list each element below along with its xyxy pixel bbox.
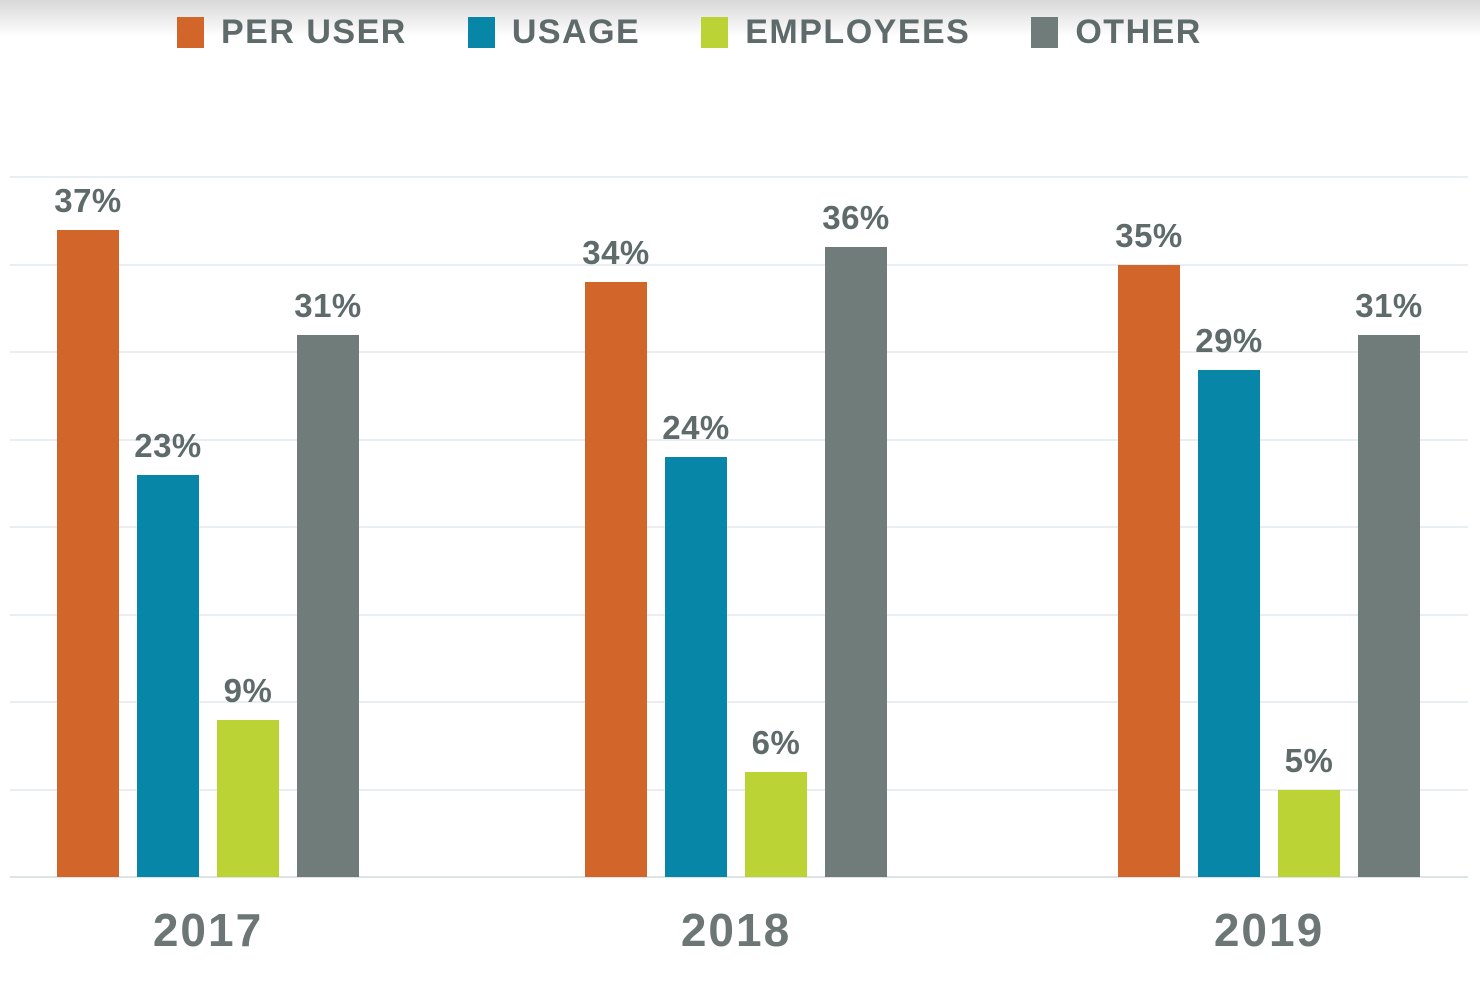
bar-2018-employees bbox=[745, 772, 807, 877]
x-axis-label-2017: 2017 bbox=[152, 904, 264, 956]
gridline-40pct bbox=[10, 176, 1468, 178]
bar-2017-per-user bbox=[57, 229, 119, 877]
legend-swatch-icon-usage bbox=[467, 17, 495, 48]
value-label-2019-employees: 5% bbox=[1284, 741, 1334, 779]
legend-item-employees: EMPLOYEES bbox=[701, 13, 970, 52]
value-label-2018-employees: 6% bbox=[751, 724, 801, 761]
value-label-2017-employees: 9% bbox=[223, 671, 273, 709]
legend-swatch-icon-employees bbox=[701, 17, 729, 48]
value-label-2017-per-user: 37% bbox=[54, 181, 122, 219]
gridline-30pct bbox=[10, 351, 1468, 353]
legend-item-other: OTHER bbox=[1031, 13, 1202, 52]
plot-area: 37% 23% 9% 31% 34% 24% 6% 36% 35% 29% 5% 31% bbox=[10, 176, 1468, 878]
value-label-2018-usage: 24% bbox=[662, 409, 730, 446]
bar-2017-other bbox=[297, 334, 359, 877]
x-axis-label-2019: 2019 bbox=[1213, 904, 1325, 956]
x-axis-label-2018: 2018 bbox=[680, 904, 792, 956]
bar-2018-other bbox=[825, 247, 887, 877]
legend-label-other: OTHER bbox=[1075, 13, 1202, 51]
gridline-5pct bbox=[10, 788, 1468, 791]
legend-swatch-icon-per-user bbox=[177, 17, 204, 48]
legend-label-per-user: PER USER bbox=[221, 13, 407, 51]
bar-2017-usage bbox=[137, 474, 199, 877]
value-label-2019-other: 31% bbox=[1355, 286, 1423, 324]
legend-swatch-icon-other bbox=[1031, 17, 1059, 48]
chart-legend: PER USER USAGE EMPLOYEES OTHER bbox=[177, 13, 1202, 52]
value-label-2017-usage: 23% bbox=[134, 426, 202, 464]
bar-2019-other bbox=[1358, 334, 1420, 877]
legend-item-usage: USAGE bbox=[467, 13, 641, 52]
value-label-2018-per-user: 34% bbox=[582, 234, 650, 271]
legend-item-per-user: PER USER bbox=[177, 13, 407, 52]
bar-2019-per-user bbox=[1118, 264, 1180, 877]
gridline-25pct bbox=[10, 438, 1468, 441]
bar-2019-employees bbox=[1278, 789, 1340, 877]
value-label-2018-other: 36% bbox=[822, 199, 890, 236]
bar-2018-per-user bbox=[585, 282, 647, 877]
gridline-15pct bbox=[10, 613, 1468, 616]
value-label-2017-other: 31% bbox=[294, 286, 362, 324]
value-label-2019-usage: 29% bbox=[1195, 321, 1263, 359]
legend-label-usage: USAGE bbox=[511, 13, 641, 51]
gridline-35pct bbox=[10, 263, 1468, 266]
value-label-2019-per-user: 35% bbox=[1115, 216, 1183, 254]
legend-label-employees: EMPLOYEES bbox=[745, 13, 971, 51]
bar-2019-usage bbox=[1198, 369, 1260, 877]
gridline-10pct bbox=[10, 701, 1468, 703]
bar-2017-employees bbox=[217, 719, 279, 877]
x-axis-baseline bbox=[10, 876, 1468, 878]
bar-2018-usage bbox=[665, 457, 727, 877]
gridline-20pct bbox=[10, 526, 1468, 528]
